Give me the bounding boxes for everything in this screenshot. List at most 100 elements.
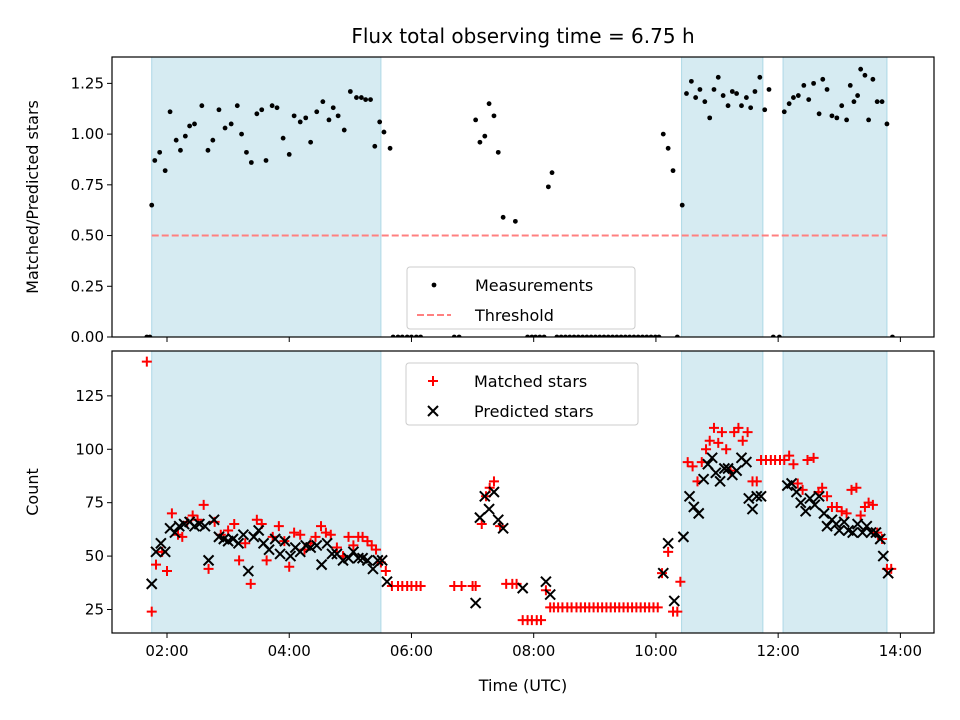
ratio-panel: 0.00 0.25 0.50 0.75 1.00 1.25 Matched/Predicte…: [23, 56, 935, 346]
y-tick-label: 0.75: [71, 176, 104, 194]
data-point: [488, 476, 499, 487]
data-point: [830, 518, 842, 530]
y-tick-label: 100: [75, 440, 104, 458]
data-point: [867, 499, 878, 510]
data-point: [311, 539, 323, 552]
observing-window-shade: [151, 351, 382, 633]
data-point: [377, 119, 383, 125]
data-point: [325, 529, 336, 540]
data-point: [237, 529, 250, 541]
data-point: [495, 149, 501, 155]
axes-frame: [111, 56, 935, 338]
data-point: [792, 478, 803, 489]
data-point: [751, 476, 762, 487]
data-point: [545, 184, 551, 190]
data-point: [802, 454, 813, 465]
data-point: [791, 95, 796, 100]
y-axis-label: Count: [23, 468, 42, 516]
data-point: [715, 74, 721, 80]
observing-window-shade: [782, 351, 888, 633]
data-point: [874, 99, 880, 105]
data-point: [232, 537, 245, 549]
data-point: [663, 546, 674, 557]
data-point: [687, 461, 698, 472]
data-point: [330, 105, 336, 111]
x-tick-label: 14:00: [879, 642, 922, 660]
data-point: [788, 459, 799, 470]
data-point: [856, 526, 869, 539]
axes-frame: [111, 350, 935, 634]
data-point: [284, 550, 297, 562]
data-point: [824, 87, 830, 92]
data-point: [352, 552, 365, 564]
y-tick-label: 1.00: [71, 125, 104, 143]
data-point: [865, 526, 877, 539]
data-point: [855, 510, 866, 521]
data-point: [372, 554, 384, 567]
observing-window-shade: [681, 57, 764, 337]
chart-title: Flux total observing time = 6.75 h: [351, 24, 694, 48]
data-point: [173, 137, 179, 143]
data-point: [718, 462, 731, 475]
data-point: [701, 444, 712, 455]
data-point: [315, 558, 328, 571]
data-point: [822, 491, 833, 502]
data-point: [354, 95, 359, 100]
data-point: [155, 537, 167, 549]
data-point: [670, 168, 676, 174]
data-point: [477, 139, 483, 145]
data-point: [279, 535, 291, 547]
observing-window-shade: [151, 57, 382, 337]
data-point: [491, 113, 497, 119]
data-point: [785, 477, 798, 490]
data-point: [162, 566, 173, 577]
data-point: [358, 95, 364, 100]
data-point: [688, 501, 700, 513]
data-point: [269, 103, 275, 109]
data-point: [866, 117, 872, 123]
data-point: [790, 486, 803, 498]
data-point: [512, 218, 518, 224]
data-point: [882, 567, 894, 579]
data-point: [688, 78, 694, 84]
y-tick-label: 75: [85, 494, 104, 512]
data-point: [304, 541, 317, 554]
data-point: [252, 524, 265, 537]
data-point: [708, 422, 719, 433]
data-point: [720, 93, 726, 98]
data-point: [786, 101, 792, 107]
legend-marker: [428, 376, 438, 386]
data-point: [743, 492, 755, 505]
legend-label: Matched stars: [474, 372, 587, 391]
data-point: [652, 602, 663, 613]
data-point: [342, 552, 355, 564]
data-point: [722, 462, 734, 475]
data-point: [549, 170, 555, 176]
data-point: [711, 87, 717, 92]
data-point: [347, 89, 353, 94]
data-point: [254, 111, 260, 117]
legend-label: Threshold: [474, 306, 554, 325]
data-point: [693, 95, 699, 100]
x-tick-label: 10:00: [634, 642, 677, 660]
data-point: [367, 563, 379, 575]
data-point: [846, 484, 857, 495]
data-point: [229, 519, 240, 530]
data-point: [347, 546, 360, 558]
data-point: [470, 581, 481, 591]
data-point: [289, 527, 300, 538]
data-point: [838, 516, 850, 528]
data-point: [387, 145, 393, 151]
data-point: [817, 482, 828, 493]
data-point: [150, 546, 162, 558]
data-point: [326, 117, 332, 123]
data-point: [244, 149, 249, 155]
data-point: [208, 514, 220, 526]
legend-marker: [427, 405, 439, 417]
data-point: [730, 464, 743, 477]
data-point: [801, 83, 807, 88]
data-point: [187, 123, 193, 129]
data-point: [704, 435, 715, 446]
series-predicted-stars: [146, 452, 894, 609]
